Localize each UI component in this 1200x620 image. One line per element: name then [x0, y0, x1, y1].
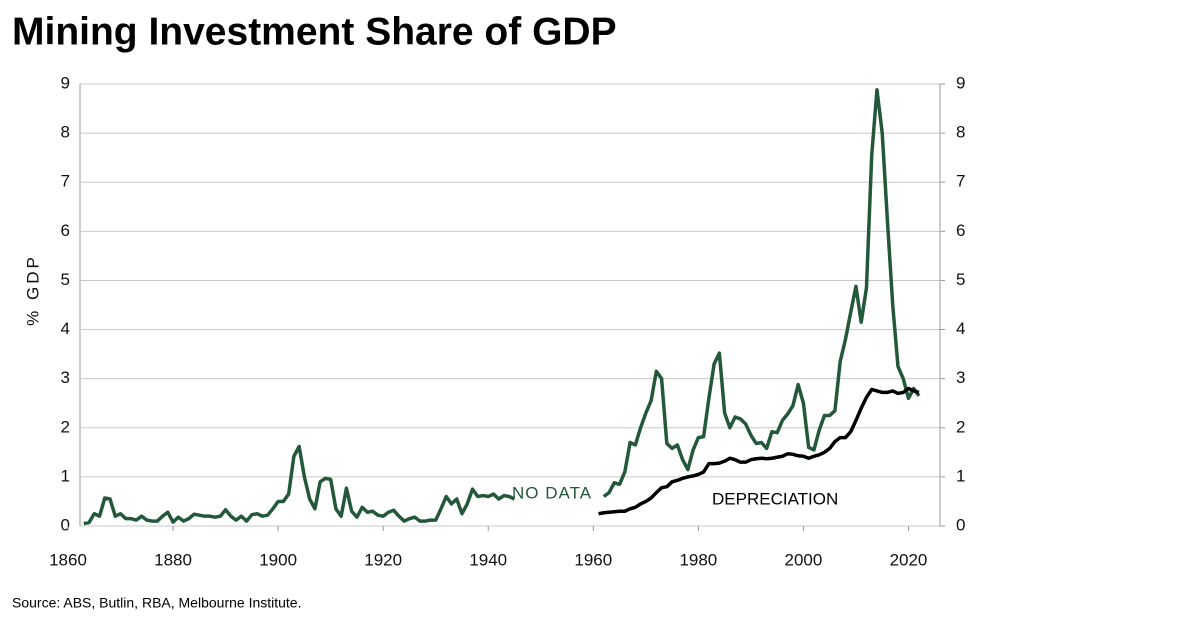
x-tick-label: 1900	[259, 550, 297, 569]
series-label: DEPRECIATION	[712, 489, 838, 508]
y2-tick-label: 2	[956, 417, 965, 436]
data-line	[83, 88, 921, 526]
x-tick-label: 2000	[785, 550, 823, 569]
y2-tick-label: 9	[956, 73, 965, 92]
y-tick-label: 3	[61, 368, 70, 387]
y2-tick-label: 8	[956, 123, 965, 142]
y-tick-label: 7	[61, 172, 70, 191]
x-tick-label: 1920	[364, 550, 402, 569]
y-tick-label: 9	[61, 73, 70, 92]
y2-tick-label: 0	[956, 515, 965, 534]
y-tick-label: 0	[61, 515, 70, 534]
y2-tick-label: 1	[956, 466, 965, 485]
y-tick-label: 8	[61, 123, 70, 142]
x-tick-label: 1980	[679, 550, 717, 569]
y-axis-label: % GDP	[23, 254, 42, 326]
x-tick-label: 2020	[890, 550, 928, 569]
y2-tick-label: 3	[956, 368, 965, 387]
x-tick-label: 1940	[469, 550, 507, 569]
chart-title: Mining Investment Share of GDP	[12, 10, 617, 53]
annotation: NO DATA	[512, 483, 592, 502]
x-tick-label: 1960	[574, 550, 612, 569]
y-tick-label: 6	[61, 221, 70, 240]
y2-tick-label: 5	[956, 270, 965, 289]
data-line	[598, 386, 920, 516]
y-tick-label: 1	[61, 466, 70, 485]
y2-tick-label: 7	[956, 172, 965, 191]
y-tick-label: 5	[61, 270, 70, 289]
source-note: Source: ABS, Butlin, RBA, Melbourne Inst…	[12, 595, 301, 611]
y-tick-label: 2	[61, 417, 70, 436]
x-tick-label: 1860	[49, 550, 87, 569]
y-tick-label: 4	[61, 319, 70, 338]
y2-tick-label: 6	[956, 221, 965, 240]
y2-tick-label: 4	[956, 319, 965, 338]
x-tick-label: 1880	[154, 550, 192, 569]
